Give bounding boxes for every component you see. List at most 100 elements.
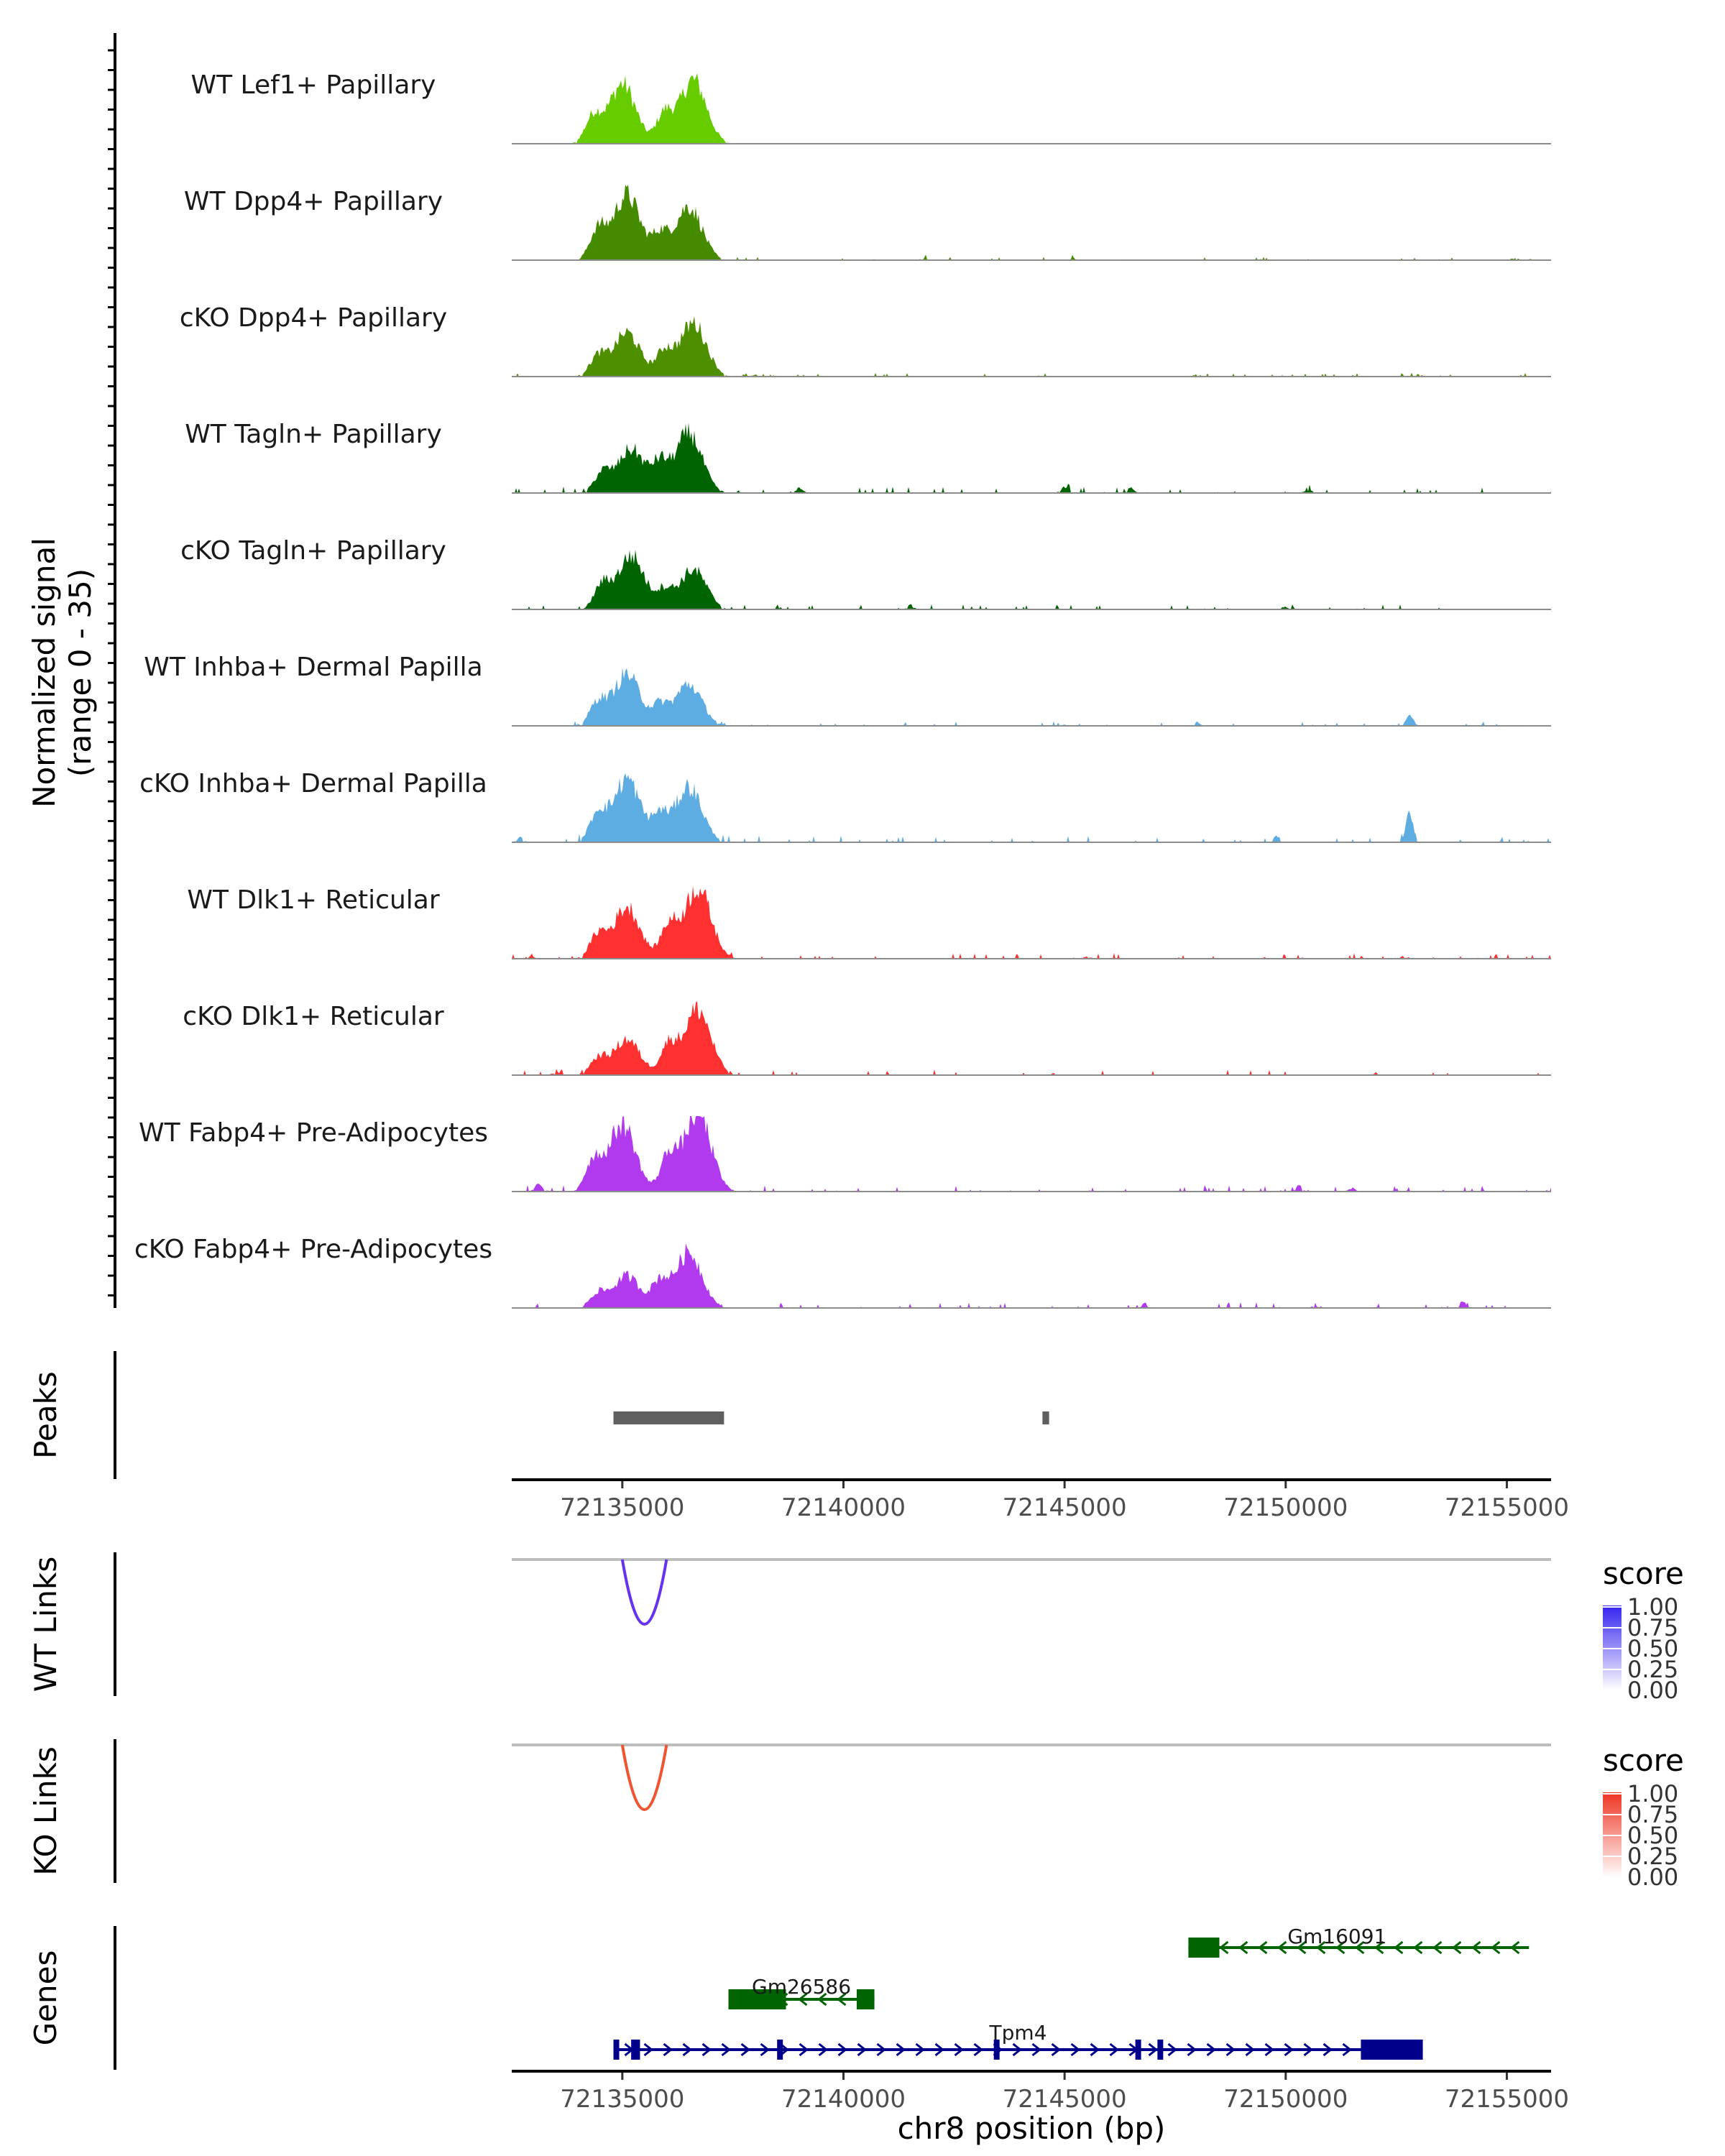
x-axis-title: chr8 position (bp) xyxy=(898,2111,1166,2146)
legend-tick-label: 0.50 xyxy=(1627,1635,1678,1662)
wt-legend-ticks: 1.000.750.500.250.00 xyxy=(1603,1593,1678,1704)
coverage-panel: Normalized signal (range 0 - 35) WT Lef1… xyxy=(27,33,1551,1309)
track-label: cKO Dpp4+ Papillary xyxy=(180,303,447,333)
track-label: WT Lef1+ Papillary xyxy=(191,70,436,100)
coverage-area xyxy=(512,423,1551,493)
strand-chevron xyxy=(1322,2042,1333,2057)
track-label: WT Inhba+ Dermal Papilla xyxy=(144,653,482,682)
gene-model: Gm26586 xyxy=(728,1975,875,2009)
gene-exon xyxy=(728,1989,786,2009)
strand-chevron xyxy=(1342,2042,1352,2057)
strand-chevron xyxy=(1413,1940,1423,1955)
gene-exon xyxy=(631,2040,640,2060)
strand-chevron xyxy=(876,2042,886,2057)
strand-chevron xyxy=(1394,1940,1404,1955)
strand-chevron xyxy=(1187,2042,1197,2057)
gene-exon xyxy=(777,2040,783,2060)
strand-chevron xyxy=(1206,2042,1216,2057)
x-tick-label: 72140000 xyxy=(781,1493,906,1522)
gene-exon xyxy=(1157,2040,1164,2060)
strand-chevron xyxy=(799,2042,809,2057)
strand-chevron xyxy=(1510,1940,1520,1955)
strand-chevron xyxy=(1090,2042,1100,2057)
track-label: WT Fabp4+ Pre-Adipocytes xyxy=(139,1118,488,1148)
strand-chevron xyxy=(1031,2042,1041,2057)
x-tick-label: 72155000 xyxy=(1445,1493,1569,1522)
strand-chevron xyxy=(817,1992,827,2007)
strand-chevron xyxy=(1471,1940,1481,1955)
strand-chevron xyxy=(663,2042,673,2057)
track-label: WT Dlk1+ Reticular xyxy=(187,885,439,915)
coverage-track: WT Lef1+ Papillary xyxy=(191,70,1551,144)
track-label: cKO Dlk1+ Reticular xyxy=(183,1002,444,1031)
strand-chevron xyxy=(1258,1940,1268,1955)
wt-links-label: WT Links xyxy=(28,1557,63,1692)
coverage-tracks: WT Lef1+ Papillary WT Dpp4+ Papillary cKO … xyxy=(134,70,1551,1309)
strand-chevron xyxy=(818,2042,828,2057)
coverage-track: cKO Fabp4+ Pre-Adipocytes xyxy=(134,1235,1551,1309)
strand-chevron xyxy=(973,2042,983,2057)
ko-legend-ticks: 1.000.750.500.250.00 xyxy=(1603,1780,1678,1891)
ko-links-label: KO Links xyxy=(28,1746,63,1876)
strand-chevron xyxy=(1167,2042,1177,2057)
strand-chevron xyxy=(1051,2042,1061,2057)
coverage-area xyxy=(512,668,1551,726)
x-tick-label: 72150000 xyxy=(1223,2085,1348,2114)
strand-chevron xyxy=(1335,1940,1346,1955)
ko-links-panel: KO Links score 1.000.750.500.250.00 xyxy=(28,1739,1684,1891)
strand-chevron xyxy=(934,2042,944,2057)
coverage-area xyxy=(512,1243,1551,1308)
strand-chevron xyxy=(1297,1940,1307,1955)
peaks-x-ticks: 72135000 72140000 72145000 72150000 72155000 xyxy=(560,1481,1569,1522)
track-label: WT Tagln+ Papillary xyxy=(185,420,442,449)
strand-chevron xyxy=(643,2042,653,2057)
peaks-panel: Peaks 72135000 72140000 72145000 72150000 72… xyxy=(28,1351,1569,1522)
strand-chevron xyxy=(1277,1940,1287,1955)
strand-chevron xyxy=(915,2042,925,2057)
legend-tick-label: 0.25 xyxy=(1627,1656,1678,1683)
strand-chevron xyxy=(1264,2042,1274,2057)
coverage-track: WT Tagln+ Papillary xyxy=(185,420,1551,494)
coverage-track: cKO Dlk1+ Reticular xyxy=(183,1001,1551,1076)
strand-chevron xyxy=(1355,1940,1365,1955)
coverage-track: cKO Dpp4+ Papillary xyxy=(180,303,1551,377)
coverage-track: cKO Inhba+ Dermal Papilla xyxy=(139,769,1551,843)
strand-chevron xyxy=(1374,1940,1384,1955)
wt-links-panel: WT Links score 1.000.750.500.250.00 xyxy=(28,1552,1684,1704)
coverage-area xyxy=(512,885,1551,959)
legend-tick-label: 0.00 xyxy=(1627,1677,1678,1704)
coverage-area xyxy=(512,549,1551,609)
legend-tick-label: 0.75 xyxy=(1627,1801,1678,1828)
wt-legend-title: score xyxy=(1603,1556,1684,1591)
x-tick-label: 72155000 xyxy=(1445,2085,1569,2114)
strand-chevron xyxy=(954,2042,964,2057)
strand-chevron xyxy=(1219,1940,1229,1955)
strand-chevron xyxy=(1148,2042,1158,2057)
strand-chevron xyxy=(1245,2042,1255,2057)
x-tick-label: 72150000 xyxy=(1223,1493,1348,1522)
track-label: cKO Fabp4+ Pre-Adipocytes xyxy=(134,1235,492,1264)
coverage-track: WT Dpp4+ Papillary xyxy=(184,185,1551,261)
strand-chevron xyxy=(1109,2042,1119,2057)
track-label: cKO Inhba+ Dermal Papilla xyxy=(139,769,487,798)
peaks-label: Peaks xyxy=(28,1371,63,1459)
strand-chevron xyxy=(837,1992,847,2007)
x-tick-label: 72140000 xyxy=(781,2085,906,2114)
strand-chevron xyxy=(1491,1940,1501,1955)
coverage-area xyxy=(512,1116,1551,1192)
gene-label: Gm26586 xyxy=(752,1975,851,1999)
legend-tick-label: 1.00 xyxy=(1627,1780,1678,1807)
peak-bars xyxy=(613,1411,1049,1424)
legend-tick-label: 0.25 xyxy=(1627,1843,1678,1870)
coverage-y-ticks xyxy=(108,49,115,1296)
coverage-area xyxy=(512,73,1551,144)
gene-exon xyxy=(1361,2040,1423,2060)
peak-bar xyxy=(1042,1411,1049,1424)
coverage-track: WT Inhba+ Dermal Papilla xyxy=(144,653,1551,727)
x-tick-label: 72145000 xyxy=(1003,2085,1127,2114)
coverage-area xyxy=(512,315,1551,377)
strand-chevron xyxy=(702,2042,712,2057)
x-tick-label: 72135000 xyxy=(560,2085,684,2114)
